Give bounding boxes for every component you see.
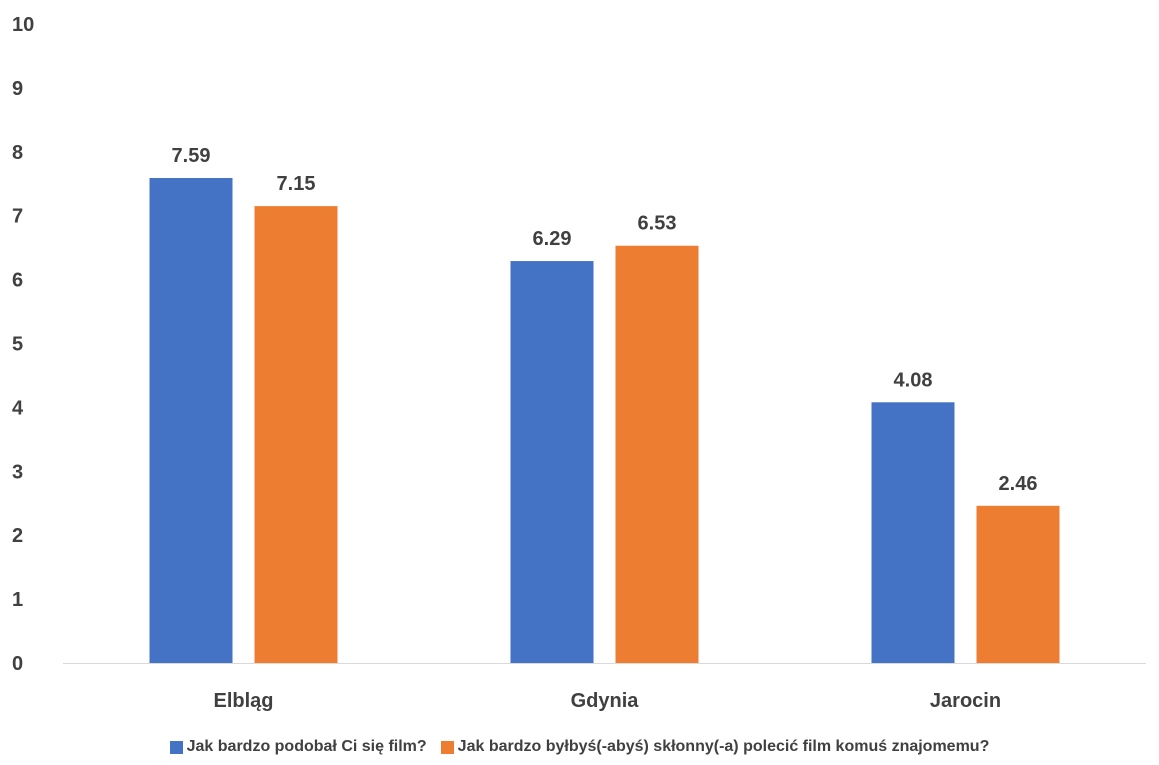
legend: Jak bardzo podobał Ci się film? Jak bard… xyxy=(0,738,1159,756)
legend-label-series-2: Jak bardzo byłbyś(-abyś) skłonny(-a) pol… xyxy=(457,738,990,755)
y-tick-label: 8 xyxy=(12,142,23,164)
y-tick-label: 3 xyxy=(12,461,23,483)
x-category-label: Jarocin xyxy=(930,690,1001,712)
bar-series-2-1 xyxy=(254,206,338,664)
data-label-series-1-1: 7.59 xyxy=(172,145,211,167)
y-tick-label: 1 xyxy=(12,589,23,611)
y-tick-label: 4 xyxy=(12,397,24,419)
data-label-series-1-2: 6.29 xyxy=(533,228,572,250)
legend-swatch-series-2 xyxy=(440,740,454,754)
legend-label-series-1: Jak bardzo podobał Ci się film? xyxy=(186,738,427,755)
x-category-label: Gdynia xyxy=(571,690,640,712)
x-axis-category-labels: Elbląg Gdynia Jarocin xyxy=(213,690,1001,712)
bar-series-1-3 xyxy=(871,402,955,663)
bar-series-2-2 xyxy=(615,245,699,663)
bar-series-1-1 xyxy=(149,177,233,663)
x-category-label: Elbląg xyxy=(213,690,273,712)
y-tick-label: 7 xyxy=(12,206,23,228)
y-tick-label: 0 xyxy=(12,653,23,675)
data-label-series-1-3: 4.08 xyxy=(894,369,933,391)
bar-series-2-3 xyxy=(976,505,1060,663)
legend-item-series-1: Jak bardzo podobał Ci się film? xyxy=(169,738,427,756)
y-tick-label: 5 xyxy=(12,334,23,356)
legend-swatch-series-1 xyxy=(169,740,183,754)
data-label-series-2-2: 6.53 xyxy=(638,213,677,235)
bar-series-1-2 xyxy=(510,261,594,663)
data-label-series-2-3: 2.46 xyxy=(999,473,1038,495)
y-tick-label: 10 xyxy=(12,14,34,36)
y-tick-label: 9 xyxy=(12,78,23,100)
data-label-series-2-1: 7.15 xyxy=(277,173,316,195)
y-axis-ticks: 0 1 2 3 4 5 6 7 8 9 10 xyxy=(12,14,34,675)
y-tick-label: 6 xyxy=(12,270,23,292)
y-tick-label: 2 xyxy=(12,525,23,547)
bars xyxy=(149,177,1060,664)
data-labels: 7.59 7.15 6.29 6.53 4.08 2.46 xyxy=(172,145,1038,495)
legend-item-series-2: Jak bardzo byłbyś(-abyś) skłonny(-a) pol… xyxy=(440,738,990,756)
